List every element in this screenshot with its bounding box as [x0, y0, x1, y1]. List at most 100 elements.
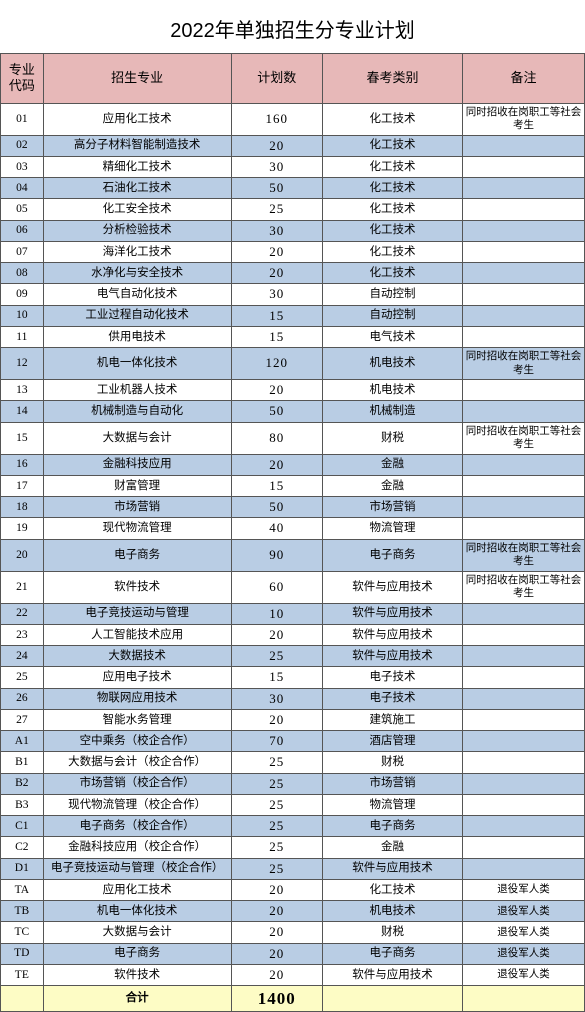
table-row: 05化工安全技术25化工技术	[1, 199, 585, 220]
cell-note	[463, 794, 585, 815]
cell-category: 化工技术	[322, 220, 462, 241]
cell-note: 同时招收在岗职工等社会考生	[463, 571, 585, 603]
table-row: 20电子商务90电子商务同时招收在岗职工等社会考生	[1, 539, 585, 571]
cell-category: 电子技术	[322, 688, 462, 709]
table-row: 16金融科技应用20金融	[1, 454, 585, 475]
cell-major: 机械制造与自动化	[43, 401, 231, 422]
cell-note	[463, 178, 585, 199]
cell-code: 14	[1, 401, 44, 422]
cell-note: 同时招收在岗职工等社会考生	[463, 348, 585, 380]
cell-plan: 10	[231, 603, 322, 624]
cell-major: 水净化与安全技术	[43, 263, 231, 284]
table-row: C2金融科技应用（校企合作）25金融	[1, 837, 585, 858]
cell-code: D1	[1, 858, 44, 879]
cell-plan: 25	[231, 646, 322, 667]
cell-note	[463, 773, 585, 794]
cell-code: B3	[1, 794, 44, 815]
cell-major: 大数据技术	[43, 646, 231, 667]
cell-major: 智能水务管理	[43, 709, 231, 730]
cell-major: 空中乘务（校企合作）	[43, 731, 231, 752]
cell-major: 电气自动化技术	[43, 284, 231, 305]
cell-category: 财税	[322, 922, 462, 943]
cell-plan: 80	[231, 422, 322, 454]
cell-note	[463, 731, 585, 752]
column-header: 招生专业	[43, 54, 231, 104]
cell-major: 金融科技应用	[43, 454, 231, 475]
cell-code: 03	[1, 156, 44, 177]
cell-category: 化工技术	[322, 156, 462, 177]
table-row: 25应用电子技术15电子技术	[1, 667, 585, 688]
cell-plan: 15	[231, 326, 322, 347]
table-row: D1电子竞技运动与管理（校企合作）25软件与应用技术	[1, 858, 585, 879]
cell-code: B2	[1, 773, 44, 794]
cell-note	[463, 380, 585, 401]
cell-major: 软件技术	[43, 571, 231, 603]
table-body: 01应用化工技术160化工技术同时招收在岗职工等社会考生02高分子材料智能制造技…	[1, 103, 585, 986]
cell-plan: 20	[231, 241, 322, 262]
cell-code: C2	[1, 837, 44, 858]
cell-major: 电子商务	[43, 943, 231, 964]
cell-code: 24	[1, 646, 44, 667]
cell-code: 18	[1, 497, 44, 518]
cell-note	[463, 709, 585, 730]
cell-category: 金融	[322, 837, 462, 858]
table-row: 06分析检验技术30化工技术	[1, 220, 585, 241]
cell-major: 工业机器人技术	[43, 380, 231, 401]
table-row: 19现代物流管理40物流管理	[1, 518, 585, 539]
cell-plan: 20	[231, 263, 322, 284]
cell-plan: 30	[231, 156, 322, 177]
cell-category: 机电技术	[322, 380, 462, 401]
cell-major: 应用化工技术	[43, 103, 231, 135]
cell-note	[463, 475, 585, 496]
table-row: 11供用电技术15电气技术	[1, 326, 585, 347]
table-row: 23人工智能技术应用20软件与应用技术	[1, 624, 585, 645]
table-row: 14机械制造与自动化50机械制造	[1, 401, 585, 422]
cell-note	[463, 858, 585, 879]
cell-plan: 20	[231, 135, 322, 156]
total-cell	[1, 986, 44, 1012]
cell-note	[463, 454, 585, 475]
cell-plan: 15	[231, 667, 322, 688]
table-row: 18市场营销50市场营销	[1, 497, 585, 518]
cell-code: 26	[1, 688, 44, 709]
table-row: 10工业过程自动化技术15自动控制	[1, 305, 585, 326]
cell-note	[463, 326, 585, 347]
table-row: 09电气自动化技术30自动控制	[1, 284, 585, 305]
cell-category: 机电技术	[322, 901, 462, 922]
cell-category: 机电技术	[322, 348, 462, 380]
cell-category: 市场营销	[322, 773, 462, 794]
cell-note	[463, 263, 585, 284]
table-row: 02高分子材料智能制造技术20化工技术	[1, 135, 585, 156]
cell-category: 软件与应用技术	[322, 571, 462, 603]
table-row: C1电子商务（校企合作）25电子商务	[1, 816, 585, 837]
cell-note	[463, 241, 585, 262]
cell-category: 电子商务	[322, 539, 462, 571]
column-header: 春考类别	[322, 54, 462, 104]
plan-table: 专业代码招生专业计划数春考类别备注 01应用化工技术160化工技术同时招收在岗职…	[0, 53, 585, 1012]
cell-note	[463, 199, 585, 220]
cell-plan: 60	[231, 571, 322, 603]
cell-note: 退役军人类	[463, 901, 585, 922]
cell-major: 财富管理	[43, 475, 231, 496]
cell-category: 财税	[322, 422, 462, 454]
cell-major: 物联网应用技术	[43, 688, 231, 709]
cell-code: 07	[1, 241, 44, 262]
cell-category: 财税	[322, 752, 462, 773]
cell-plan: 25	[231, 752, 322, 773]
cell-plan: 20	[231, 964, 322, 985]
cell-category: 金融	[322, 475, 462, 496]
cell-code: 23	[1, 624, 44, 645]
cell-major: 市场营销	[43, 497, 231, 518]
cell-category: 化工技术	[322, 263, 462, 284]
cell-note: 退役军人类	[463, 943, 585, 964]
cell-note	[463, 220, 585, 241]
cell-major: 化工安全技术	[43, 199, 231, 220]
cell-note: 同时招收在岗职工等社会考生	[463, 539, 585, 571]
total-label: 合计	[43, 986, 231, 1012]
cell-note	[463, 603, 585, 624]
cell-code: 21	[1, 571, 44, 603]
cell-code: 16	[1, 454, 44, 475]
table-row: 21软件技术60软件与应用技术同时招收在岗职工等社会考生	[1, 571, 585, 603]
cell-plan: 30	[231, 688, 322, 709]
cell-major: 软件技术	[43, 964, 231, 985]
